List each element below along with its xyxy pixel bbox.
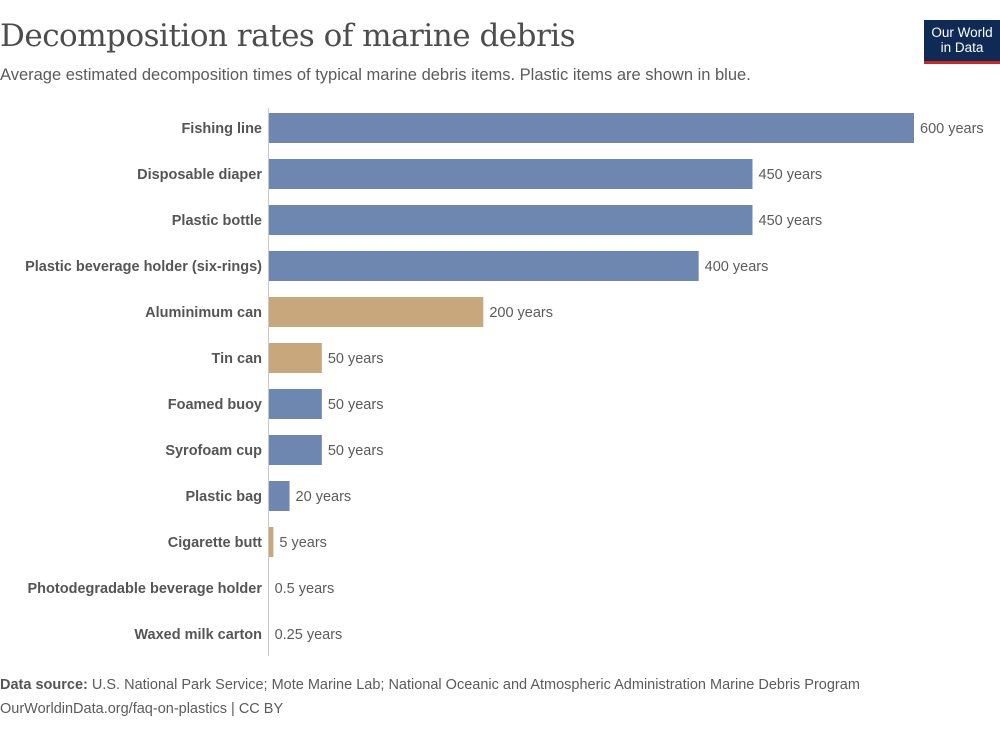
bar [268, 159, 753, 189]
bar-chart: Fishing line 600 years Disposable diaper 45… [25, 108, 984, 656]
value-label: 200 years [489, 305, 553, 321]
value-label: 20 years [296, 489, 352, 505]
value-label: 50 years [328, 443, 384, 459]
bar [268, 297, 484, 327]
category-label: Plastic beverage holder (six-rings) [25, 259, 262, 275]
chart-subtitle: Average estimated decomposition times of… [0, 66, 751, 84]
category-label: Waxed milk carton [134, 627, 262, 643]
category-label: Tin can [212, 351, 263, 367]
logo-line-2: in Data [940, 40, 984, 55]
category-label: Fishing line [181, 121, 262, 137]
value-label: 5 years [279, 535, 327, 551]
bar [268, 343, 322, 373]
logo-line-1: Our World [931, 25, 993, 40]
bar [268, 113, 914, 143]
value-label: 0.5 years [275, 581, 335, 597]
value-label: 0.25 years [275, 627, 343, 643]
category-label: Foamed buoy [168, 397, 262, 413]
value-label: 600 years [920, 121, 984, 137]
category-label: Aluminimum can [145, 305, 262, 321]
url-license[interactable]: OurWorldinData.org/faq-on-plastics | CC … [0, 701, 284, 717]
category-label: Syrofoam cup [165, 443, 262, 459]
value-label: 50 years [328, 397, 384, 413]
bar [268, 481, 290, 511]
value-label: 450 years [759, 213, 823, 229]
category-label: Photodegradable beverage holder [28, 581, 263, 597]
data-source: Data source: U.S. National Park Service;… [0, 677, 860, 693]
chart-title: Decomposition rates of marine debris [0, 18, 576, 54]
category-label: Plastic bag [185, 489, 262, 505]
category-label: Disposable diaper [137, 167, 262, 183]
bar [268, 527, 274, 557]
value-label: 50 years [328, 351, 384, 367]
value-label: 450 years [759, 167, 823, 183]
bar [268, 435, 322, 465]
bar [268, 389, 322, 419]
bar [268, 205, 753, 235]
source-text: U.S. National Park Service; Mote Marine … [87, 677, 860, 693]
category-label: Cigarette butt [168, 535, 262, 551]
value-label: 400 years [705, 259, 769, 275]
category-label: Plastic bottle [172, 213, 262, 229]
bar [268, 251, 699, 281]
owid-logo[interactable]: Our World in Data [924, 20, 1000, 64]
source-label: Data source: [0, 677, 88, 693]
